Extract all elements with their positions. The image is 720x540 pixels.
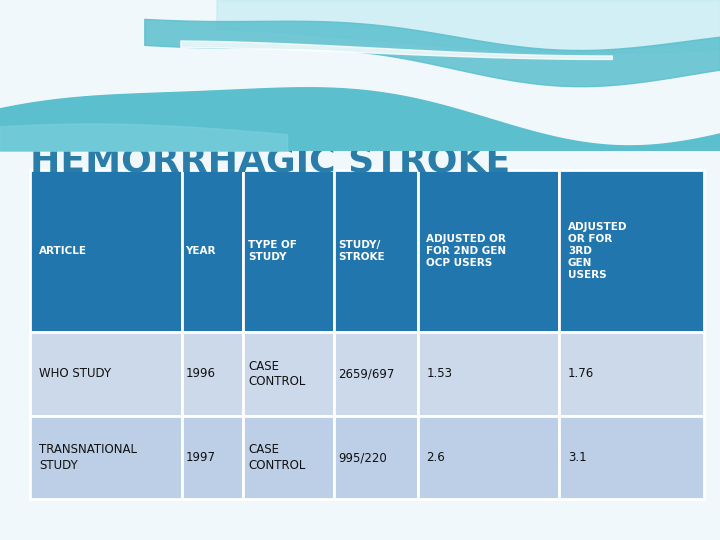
FancyBboxPatch shape <box>333 416 418 500</box>
Text: TRANSNATIONAL
STUDY: TRANSNATIONAL STUDY <box>40 443 138 472</box>
FancyBboxPatch shape <box>243 170 333 332</box>
Text: 3.1: 3.1 <box>568 451 587 464</box>
FancyBboxPatch shape <box>30 332 182 416</box>
Text: CASE
CONTROL: CASE CONTROL <box>248 360 305 388</box>
FancyBboxPatch shape <box>333 332 418 416</box>
Text: 2.6: 2.6 <box>426 451 445 464</box>
FancyBboxPatch shape <box>30 170 182 332</box>
Text: ADJUSTED OR
FOR 2ND GEN
OCP USERS: ADJUSTED OR FOR 2ND GEN OCP USERS <box>426 234 506 268</box>
Text: YEAR: YEAR <box>186 246 216 256</box>
FancyBboxPatch shape <box>418 170 559 332</box>
Text: CASE
CONTROL: CASE CONTROL <box>248 443 305 472</box>
Text: 2659/697: 2659/697 <box>338 367 395 381</box>
FancyBboxPatch shape <box>559 416 704 500</box>
Text: TYPE OF
STUDY: TYPE OF STUDY <box>248 240 297 262</box>
FancyBboxPatch shape <box>182 332 243 416</box>
FancyBboxPatch shape <box>333 170 418 332</box>
FancyBboxPatch shape <box>243 332 333 416</box>
FancyBboxPatch shape <box>182 416 243 500</box>
Text: 1.53: 1.53 <box>426 367 452 381</box>
FancyBboxPatch shape <box>30 416 182 500</box>
Text: HEMORRHAGIC STROKE: HEMORRHAGIC STROKE <box>30 145 510 179</box>
Text: 1996: 1996 <box>186 367 215 381</box>
FancyBboxPatch shape <box>559 170 704 332</box>
Text: 1997: 1997 <box>186 451 215 464</box>
Text: ARTICLE: ARTICLE <box>40 246 87 256</box>
FancyBboxPatch shape <box>243 416 333 500</box>
Text: ADJUSTED
OR FOR
3RD
GEN
USERS: ADJUSTED OR FOR 3RD GEN USERS <box>568 222 627 280</box>
Text: WHO STUDY: WHO STUDY <box>40 367 112 381</box>
Text: 995/220: 995/220 <box>338 451 387 464</box>
Text: STUDY/
STROKE: STUDY/ STROKE <box>338 240 385 262</box>
FancyBboxPatch shape <box>418 332 559 416</box>
FancyBboxPatch shape <box>559 332 704 416</box>
FancyBboxPatch shape <box>182 170 243 332</box>
FancyBboxPatch shape <box>418 416 559 500</box>
Text: 1.76: 1.76 <box>568 367 594 381</box>
